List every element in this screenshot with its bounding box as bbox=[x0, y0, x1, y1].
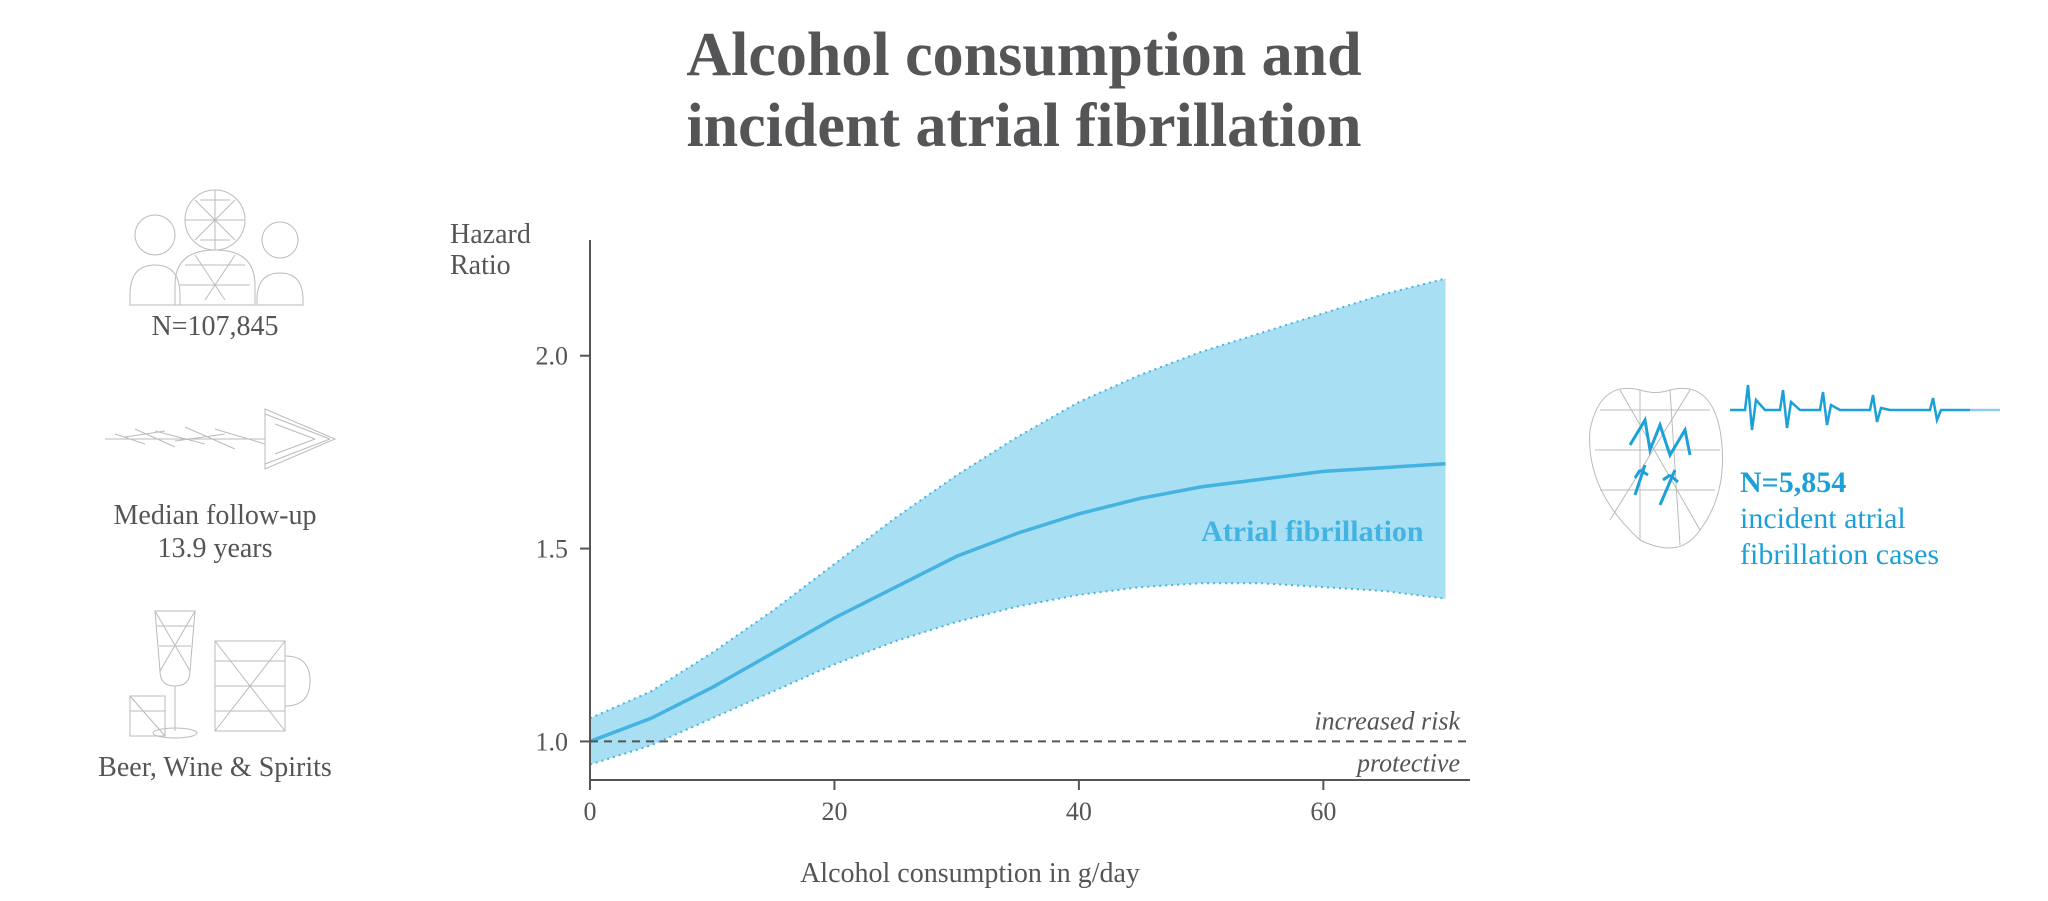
y-title-1: Hazard bbox=[450, 219, 531, 250]
right-panel: N=5,854 incident atrial fibrillation cas… bbox=[1540, 350, 2020, 573]
protective-label: protective bbox=[1355, 748, 1460, 777]
y-axis-title: Hazard Ratio bbox=[450, 220, 531, 282]
followup-label: Median follow-up 13.9 years bbox=[40, 499, 390, 566]
arrow-wireframe-icon bbox=[85, 389, 345, 489]
people-wireframe-icon bbox=[105, 185, 325, 315]
chart-svg: 0 20 40 60 1.0 1.5 2.0 Atrial fibrillation incre… bbox=[440, 220, 1500, 840]
population-label: N=107,845 bbox=[40, 310, 390, 344]
y-tick-label: 1.0 bbox=[536, 727, 569, 756]
x-tick-label: 40 bbox=[1066, 797, 1092, 826]
x-axis-title: Alcohol consumption in g/day bbox=[440, 858, 1500, 890]
cases-n: N=5,854 bbox=[1740, 466, 1846, 499]
glasses-wireframe-icon bbox=[115, 601, 315, 751]
increased-risk-label: increased risk bbox=[1314, 706, 1460, 735]
beverages-label: Beer, Wine & Spirits bbox=[40, 751, 390, 785]
followup-line-2: 13.9 years bbox=[157, 533, 272, 564]
glass-icon bbox=[40, 601, 390, 751]
x-tick-label: 0 bbox=[584, 797, 597, 826]
main-title: Alcohol consumption and incident atrial … bbox=[0, 20, 2048, 163]
y-tick-label: 1.5 bbox=[536, 535, 569, 564]
cases-line-2: fibrillation cases bbox=[1740, 538, 1939, 571]
cases-line-1: incident atrial bbox=[1740, 502, 1906, 535]
hazard-ratio-chart: Hazard Ratio 0 20 40 60 1.0 1.5 2.0 Atrial fibr… bbox=[440, 220, 1500, 840]
left-info-panel: N=107,845 Median follow-up 13.9 years bbox=[40, 190, 390, 819]
people-icon bbox=[40, 190, 390, 310]
y-tick-label: 2.0 bbox=[536, 342, 569, 371]
followup-block: Median follow-up 13.9 years bbox=[40, 379, 390, 566]
x-tick-label: 60 bbox=[1310, 797, 1336, 826]
followup-line-1: Median follow-up bbox=[114, 500, 317, 531]
population-block: N=107,845 bbox=[40, 190, 390, 344]
x-tick-label: 20 bbox=[821, 797, 847, 826]
arrow-icon bbox=[40, 379, 390, 499]
title-line-1: Alcohol consumption and bbox=[686, 21, 1361, 89]
series-label: Atrial fibrillation bbox=[1201, 515, 1424, 548]
beverages-block: Beer, Wine & Spirits bbox=[40, 601, 390, 785]
title-line-2: incident atrial fibrillation bbox=[686, 92, 1361, 160]
y-title-2: Ratio bbox=[450, 250, 511, 281]
